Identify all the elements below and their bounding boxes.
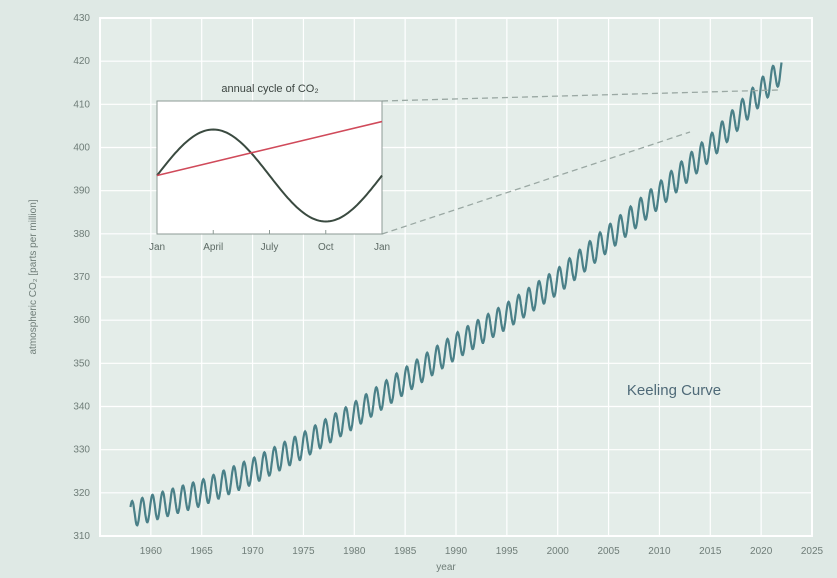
inset-x-tick-label: April <box>203 242 223 253</box>
y-tick-label: 400 <box>73 143 90 154</box>
y-tick-label: 420 <box>73 56 90 67</box>
x-tick-label: 1960 <box>140 546 163 557</box>
y-tick-label: 380 <box>73 229 90 240</box>
y-tick-label: 360 <box>73 315 90 326</box>
y-tick-label: 340 <box>73 402 90 413</box>
x-tick-label: 2010 <box>648 546 671 557</box>
y-tick-label: 410 <box>73 99 90 110</box>
x-tick-labels: 1960 1965 1970 1975 1980 1985 1990 1995 2000 2005… <box>140 546 824 557</box>
y-tick-label: 320 <box>73 488 90 499</box>
connector-line-upper <box>381 89 779 102</box>
inset-series-trend <box>156 120 383 177</box>
x-tick-label: 1980 <box>343 546 366 557</box>
x-tick-label: 1975 <box>292 546 315 557</box>
y-tick-label: 390 <box>73 186 90 197</box>
series-line-keeling <box>129 62 783 527</box>
inset-series-seasonal-cycle <box>156 128 383 223</box>
x-axis-label: year <box>436 562 456 573</box>
y-tick-label: 330 <box>73 445 90 456</box>
x-tick-label: 2025 <box>801 546 824 557</box>
x-tick-label: 2015 <box>699 546 722 557</box>
x-tick-label: 1970 <box>241 546 264 557</box>
y-axis-label: atmospheric CO₂ [parts per million] <box>28 199 39 354</box>
x-tick-label: 1985 <box>394 546 417 557</box>
inset-x-tick-label: July <box>261 242 279 253</box>
y-tick-labels: 310 320 330 340 350 360 370 380 390 400 410 420 430 <box>73 13 90 542</box>
annotation-keeling-curve: Keeling Curve <box>627 382 721 399</box>
x-tick-label: 1995 <box>496 546 519 557</box>
y-tick-label: 430 <box>73 13 90 24</box>
inset-x-tick-label: Jan <box>374 242 390 253</box>
x-tick-label: 2000 <box>547 546 570 557</box>
inset-chart: annual cycle of CO₂ Jan April July Oct Jan <box>149 83 390 253</box>
x-tick-label: 2005 <box>597 546 620 557</box>
inset-x-tick-labels: Jan April July Oct Jan <box>149 230 390 253</box>
x-tick-label: 1990 <box>445 546 468 557</box>
inset-title: annual cycle of CO₂ <box>221 83 318 95</box>
x-tick-label: 2020 <box>750 546 773 557</box>
inset-x-tick-label: Oct <box>318 242 334 253</box>
inset-x-tick-label: Jan <box>149 242 165 253</box>
connector-line-lower <box>381 131 691 235</box>
y-tick-label: 370 <box>73 272 90 283</box>
y-tick-label: 310 <box>73 531 90 542</box>
x-tick-label: 1965 <box>191 546 214 557</box>
y-tick-label: 350 <box>73 358 90 369</box>
